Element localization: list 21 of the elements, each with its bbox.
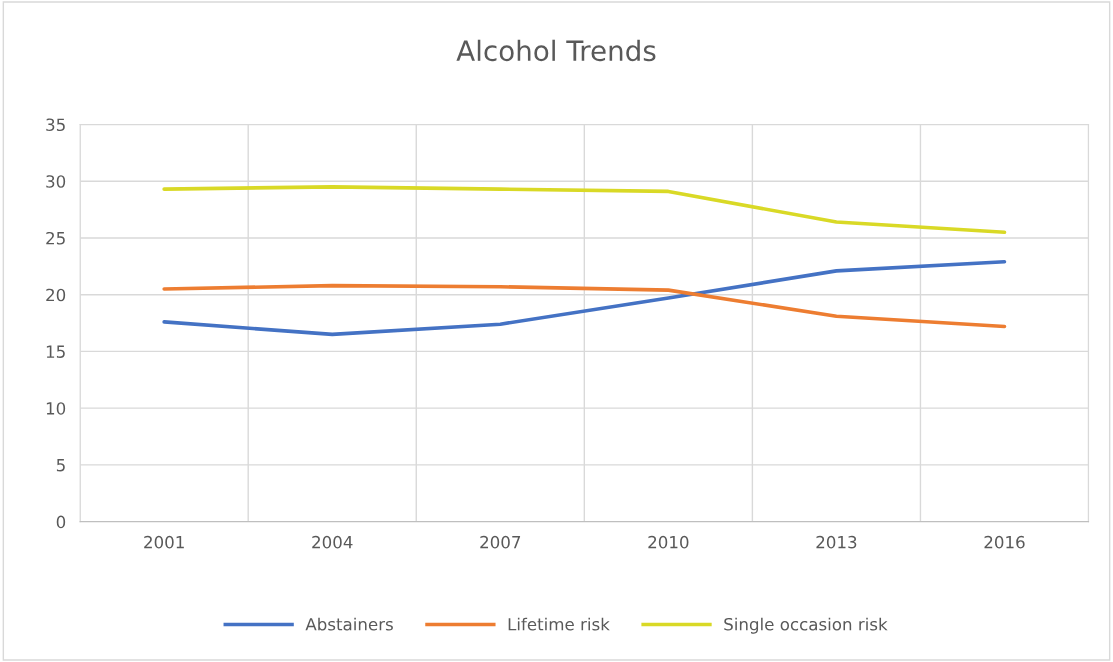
legend-label: Abstainers <box>305 617 393 631</box>
y-tick-label: 10 <box>46 402 66 415</box>
x-tick-label: 2013 <box>816 535 857 549</box>
line-series <box>162 259 1007 337</box>
line-series <box>162 283 1007 329</box>
x-tick-label: 2010 <box>648 535 689 549</box>
y-tick-label: 25 <box>46 231 65 245</box>
x-tick-label: 2007 <box>480 535 521 549</box>
y-tick-label: 15 <box>46 345 65 358</box>
y-tick-label: 35 <box>46 118 65 132</box>
y-tick-label: 0 <box>56 515 66 529</box>
x-tick-label: 2016 <box>984 535 1025 549</box>
x-tick-label: 2004 <box>312 535 353 549</box>
y-tick-label: 30 <box>46 175 66 188</box>
legend-label: Single occasion risk <box>724 617 888 634</box>
chart-title: Alcohol Trends <box>456 39 656 62</box>
x-tick-label: 2001 <box>144 535 184 549</box>
legend-label: Lifetime risk <box>508 617 610 631</box>
y-tick-label: 20 <box>46 288 66 302</box>
y-tick-label: 5 <box>56 459 65 472</box>
line-series <box>162 185 1007 235</box>
